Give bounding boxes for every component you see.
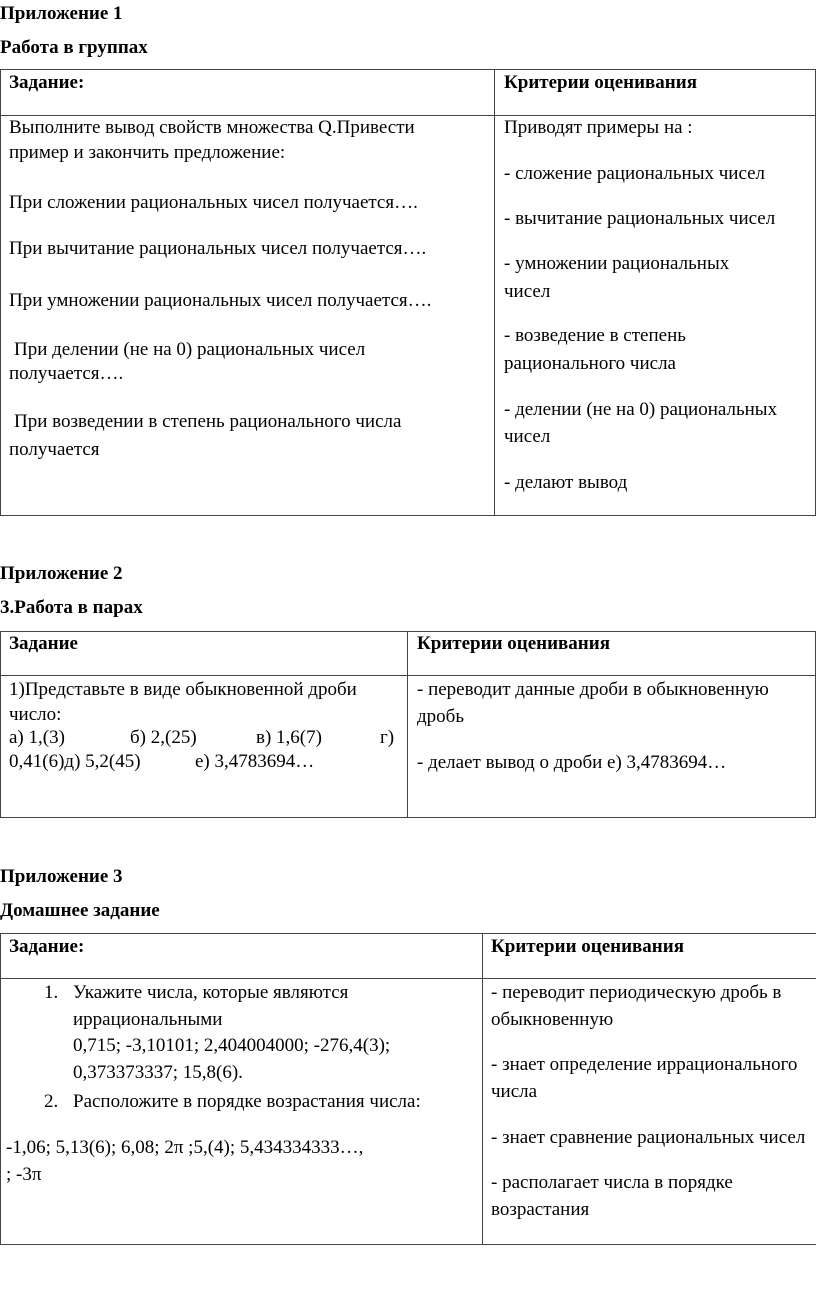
task-line: иррациональными	[73, 1009, 223, 1030]
task-line: а) 1,(3)	[9, 727, 65, 748]
task-line: При вычитание рациональных чисел получае…	[9, 238, 427, 259]
criteria-line: - делении (не на 0) рациональных	[504, 399, 778, 420]
header-task: Задание:	[9, 936, 85, 957]
header-task: Задание	[9, 633, 78, 654]
criteria-line: - переводит данные дроби в обыкновенную	[417, 679, 769, 700]
task-line: Расположите в порядке возрастания числа:	[73, 1091, 421, 1112]
criteria-line: чисел	[504, 426, 551, 447]
criteria-line: возрастания	[491, 1199, 590, 1220]
list-number: 1.	[44, 982, 59, 1003]
appendix-2-subtitle: 3.Работа в парах	[0, 597, 143, 618]
criteria-line: - сложение рациональных чисел	[504, 163, 766, 184]
task-line: 0,373373337; 15,8(6).	[73, 1062, 243, 1083]
header-task: Задание:	[9, 72, 85, 93]
task-line: При возведении в степень рационального ч…	[14, 411, 402, 432]
task-line: Выполните вывод свойств множества Q.Прив…	[9, 117, 415, 138]
task-line: получается	[9, 439, 100, 460]
appendix-1-title: Приложение 1	[0, 3, 123, 24]
list-number: 2.	[44, 1091, 59, 1112]
task-line: получается….	[9, 363, 124, 384]
criteria-line: - делает вывод о дроби е) 3,4783694…	[417, 752, 727, 773]
task-line: ; -3π	[6, 1164, 42, 1185]
task-line: -1,06; 5,13(6); 6,08; 2π ;5,(4); 5,43433…	[6, 1137, 364, 1158]
appendix-2-title: Приложение 2	[0, 563, 123, 584]
task-line: пример и закончить предложение:	[9, 142, 286, 163]
task-line: 0,41(6)д) 5,2(45)	[9, 751, 141, 772]
criteria-line: обыкновенную	[491, 1009, 614, 1030]
task-line: е) 3,4783694…	[195, 751, 315, 772]
criteria-line: - знает определение иррационального	[491, 1054, 798, 1075]
task-line: При умножении рациональных чисел получае…	[9, 290, 432, 311]
criteria-line: - знает сравнение рациональных чисел	[491, 1127, 806, 1148]
task-line: 0,715; -3,10101; 2,404004000; -276,4(3);	[73, 1035, 391, 1056]
task-line: При делении (не на 0) рациональных чисел	[14, 339, 366, 360]
task-line: число:	[9, 704, 62, 725]
criteria-line: - умножении рациональных	[504, 253, 730, 274]
criteria-line: числа	[491, 1081, 538, 1102]
header-criteria: Критерии оценивания	[417, 633, 610, 654]
appendix-3-subtitle: Домашнее задание	[0, 900, 160, 921]
criteria-line: - делают вывод	[504, 472, 628, 493]
appendix-3-title: Приложение 3	[0, 866, 123, 887]
criteria-line: дробь	[417, 706, 464, 727]
task-line: Укажите числа, которые являются	[73, 982, 349, 1003]
appendix-1-subtitle: Работа в группах	[0, 37, 148, 58]
task-line: 1)Представьте в виде обыкновенной дроби	[9, 679, 357, 700]
task-line: б) 2,(25)	[130, 727, 197, 748]
task-line: в) 1,6(7)	[256, 727, 322, 748]
criteria-line: чисел	[504, 281, 551, 302]
criteria-line: - располагает числа в порядке	[491, 1172, 733, 1193]
criteria-line: - возведение в степень	[504, 325, 686, 346]
criteria-line: - переводит периодическую дробь в	[491, 982, 782, 1003]
task-line: г)	[380, 727, 395, 748]
header-criteria: Критерии оценивания	[491, 936, 684, 957]
criteria-line: - вычитание рациональных чисел	[504, 208, 776, 229]
header-criteria: Критерии оценивания	[504, 72, 697, 93]
task-line: При сложении рациональных чисел получает…	[9, 192, 418, 213]
criteria-line: Приводят примеры на :	[504, 117, 693, 138]
criteria-line: рационального числа	[504, 353, 676, 374]
